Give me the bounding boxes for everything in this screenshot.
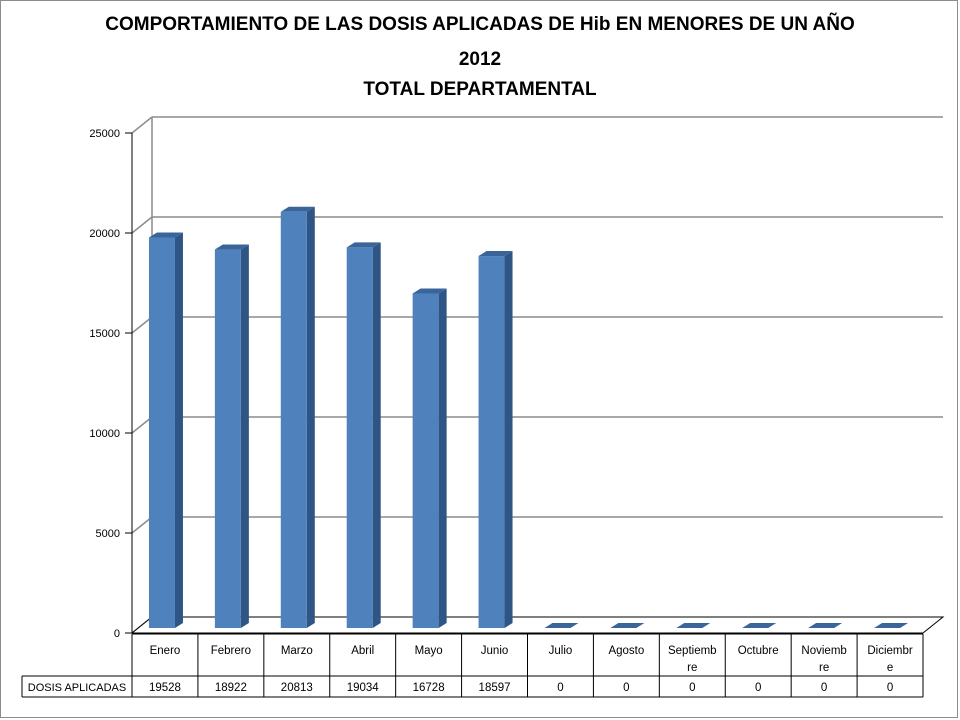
data-label: 18922: [215, 682, 247, 694]
x-tick-label: Diciembr: [867, 645, 913, 657]
bar-front: [148, 237, 175, 628]
bar-top: [346, 242, 381, 248]
bar: [544, 623, 579, 628]
y-tick-label: 20000: [89, 228, 120, 240]
bar-side: [438, 288, 447, 628]
data-label: 20813: [281, 682, 313, 694]
gridline-side: [131, 516, 153, 534]
bar: [412, 288, 447, 628]
x-tick-label: e: [887, 662, 893, 674]
data-label: 19034: [347, 682, 380, 694]
bar-side: [240, 244, 249, 628]
x-tick-label: re: [687, 662, 697, 674]
data-label: 18597: [479, 682, 511, 694]
bar-side: [306, 206, 315, 629]
y-tick-label: 10000: [89, 428, 120, 440]
bars: [148, 206, 909, 629]
data-label: 0: [755, 682, 761, 694]
bar-top: [280, 206, 315, 212]
y-tick-label: 15000: [89, 328, 120, 340]
bar: [478, 251, 513, 628]
bar: [742, 623, 777, 628]
bar-front: [412, 293, 439, 628]
gridline-side: [131, 216, 153, 234]
bar: [610, 623, 645, 628]
y-tick-label: 5000: [96, 528, 120, 540]
x-tick-label: Marzo: [281, 645, 313, 657]
chart-subtitle-year: 2012: [458, 49, 502, 70]
gridline-side: [131, 316, 153, 334]
x-tick-label: Abril: [351, 645, 374, 657]
x-tick-label: Agosto: [608, 645, 644, 657]
chart-title: COMPORTAMIENTO DE LAS DOSIS APLICADAS DE…: [105, 14, 855, 35]
data-label: 0: [557, 682, 563, 694]
bar: [874, 623, 909, 628]
bar-top: [412, 288, 447, 294]
bar: [280, 206, 315, 629]
bar-top: [544, 623, 579, 628]
bar: [676, 623, 711, 628]
x-tick-label: Julio: [549, 645, 573, 657]
x-tick-label: Febrero: [211, 645, 251, 657]
x-tick-label: Octubre: [738, 645, 779, 657]
data-table: DOSIS APLICADAS Enero 19528 Febrero 18922 Mar…: [21, 633, 924, 698]
y-tick-label: 0: [114, 628, 120, 640]
bar: [346, 242, 381, 628]
x-tick-label: Septiemb: [668, 645, 717, 657]
bar: [214, 244, 249, 628]
bar-top: [148, 232, 183, 238]
y-tick-label: 25000: [89, 128, 120, 140]
y-tick-labels: 0 5000 10000 15000 20000 25000: [89, 128, 132, 640]
series-name-label: DOSIS APLICADAS: [28, 682, 126, 694]
gridlines: [131, 116, 943, 634]
bar-side: [174, 232, 183, 628]
data-label: 0: [623, 682, 629, 694]
x-tick-label: Junio: [481, 645, 509, 657]
x-tick-label: re: [819, 662, 829, 674]
bar-top: [610, 623, 645, 628]
axes: [130, 117, 945, 634]
floor: [130, 616, 945, 634]
data-label: 0: [689, 682, 695, 694]
x-tick-label: Enero: [150, 645, 181, 657]
bar-top: [214, 244, 249, 250]
data-label: 0: [887, 682, 893, 694]
bar-top: [742, 623, 777, 628]
data-label: 0: [821, 682, 827, 694]
bar-side: [372, 242, 381, 628]
data-label: 16728: [413, 682, 445, 694]
bar: [808, 623, 843, 628]
chart-subtitle-scope: TOTAL DEPARTAMENTAL: [363, 79, 597, 100]
gridline-side: [131, 116, 153, 134]
bar-front: [346, 247, 373, 628]
bar-front: [280, 211, 307, 629]
bar: [148, 232, 183, 628]
bar-top: [478, 251, 513, 257]
bar-front: [478, 256, 505, 628]
x-tick-label: Noviemb: [801, 645, 846, 657]
x-tick-label: Mayo: [415, 645, 443, 657]
bar-top: [808, 623, 843, 628]
gridline-side: [131, 416, 153, 434]
bar-top: [676, 623, 711, 628]
bar-side: [504, 251, 513, 628]
bar-front: [214, 249, 241, 628]
data-label: 19528: [149, 682, 181, 694]
bar-top: [874, 623, 909, 628]
